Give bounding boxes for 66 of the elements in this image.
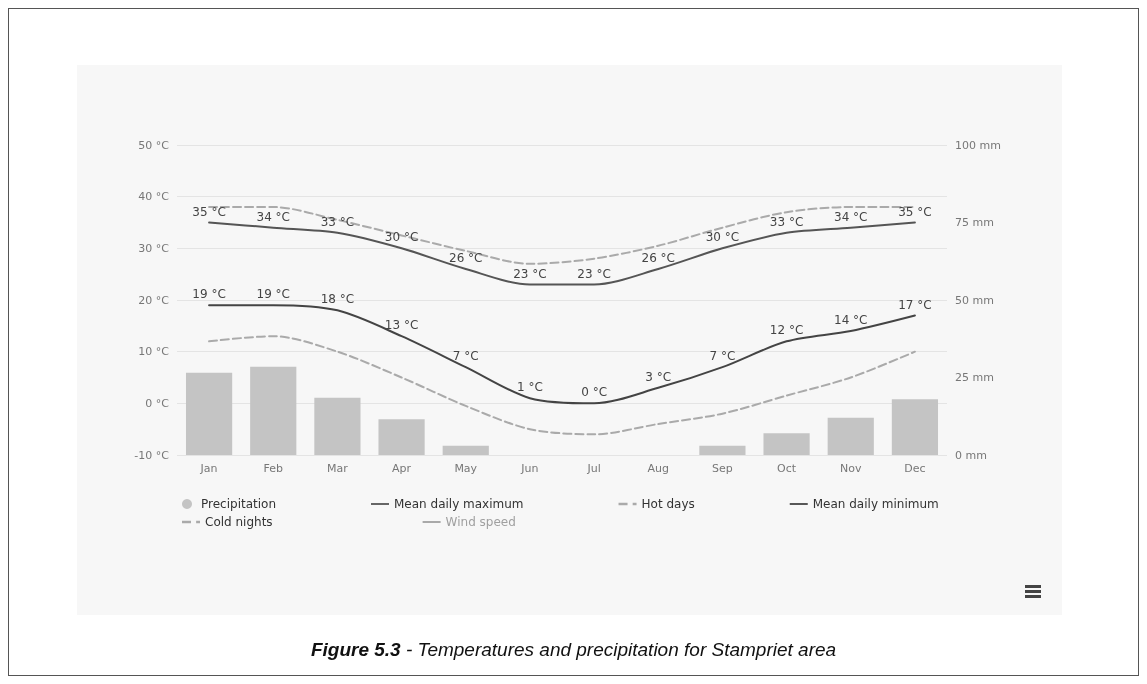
legend-label: Hot days	[641, 497, 695, 511]
x-tick-label: Sep	[712, 462, 733, 475]
y2-tick-label: 0 mm	[955, 448, 987, 462]
bar	[442, 445, 489, 455]
bar	[314, 397, 361, 455]
data-label: 35 °C	[192, 204, 226, 219]
data-label: 33 °C	[769, 214, 804, 229]
y-tick-label: 10 °C	[138, 345, 170, 359]
bar	[891, 399, 939, 455]
data-label: 1 °C	[517, 380, 543, 395]
y-tick-label: -10 °C	[134, 448, 170, 462]
data-label: 17 °C	[898, 297, 932, 312]
y2-tick-label: 25 mm	[955, 371, 994, 384]
y-tick-label: 50 °C	[138, 138, 170, 152]
x-tick-label: Aug	[647, 462, 669, 475]
text: Figure 5.3 - Temperatures and precipitation for Stampriet area	[309, 639, 838, 661]
data-label: 34 °C	[256, 209, 290, 224]
legend-label: Wind speed	[445, 515, 516, 529]
data-label: 26 °C	[449, 251, 483, 265]
legend-label: Mean daily minimum	[812, 497, 939, 511]
data-label: 0 °C	[581, 385, 607, 400]
data-label: 23 °C	[577, 266, 611, 281]
x-tick-label: Mar	[327, 462, 349, 475]
data-label: 7 °C	[452, 349, 479, 364]
x-tick-label: Nov	[840, 462, 862, 475]
data-label: 30 °C	[705, 230, 740, 245]
data-label: 35 °C	[898, 204, 932, 219]
bar	[250, 366, 297, 455]
data-label: 26 °C	[641, 251, 675, 265]
y-tick-label: 0 °C	[145, 396, 170, 410]
y-tick-label: 30 °C	[138, 241, 170, 255]
y-tick-label: 40 °C	[138, 190, 170, 204]
x-tick-label: Jun	[520, 462, 539, 475]
x-tick-label: Apr	[392, 462, 412, 475]
y2-tick-label: 50 mm	[955, 293, 994, 307]
legend-label: Cold nights	[205, 515, 273, 529]
x-tick-label: Jul	[586, 462, 601, 475]
bar	[185, 372, 233, 455]
data-label: 13 °C	[384, 318, 419, 333]
line-series	[208, 206, 916, 265]
legend-label: Precipitation	[201, 497, 277, 511]
data-label: 18 °C	[320, 292, 355, 307]
data-label: 33 °C	[320, 214, 355, 229]
legend-label: Mean daily maximum	[394, 497, 524, 511]
bar	[378, 419, 425, 455]
data-label: 19 °C	[256, 287, 290, 302]
x-tick-label: Dec	[904, 462, 926, 475]
y2-tick-label: 100 mm	[955, 138, 1001, 152]
data-label: 7 °C	[709, 349, 736, 364]
data-label: 3 °C	[645, 369, 672, 384]
y-tick-label: 20 °C	[138, 293, 170, 307]
y2-tick-label: 75 mm	[955, 216, 994, 229]
bar	[699, 445, 746, 455]
data-label: 19 °C	[192, 287, 226, 302]
x-tick-label: Jan	[199, 462, 218, 475]
data-label: 30 °C	[384, 230, 419, 245]
x-tick-label: Oct	[777, 462, 797, 475]
line-series	[208, 335, 916, 436]
data-label: 23 °C	[513, 266, 547, 281]
bar	[827, 417, 874, 455]
bar	[763, 433, 810, 455]
data-label: 14 °C	[834, 313, 868, 327]
x-tick-label: Feb	[263, 462, 283, 475]
data-label: 12 °C	[769, 323, 804, 338]
data-label: 34 °C	[834, 209, 868, 224]
x-tick-label: May	[454, 462, 478, 475]
